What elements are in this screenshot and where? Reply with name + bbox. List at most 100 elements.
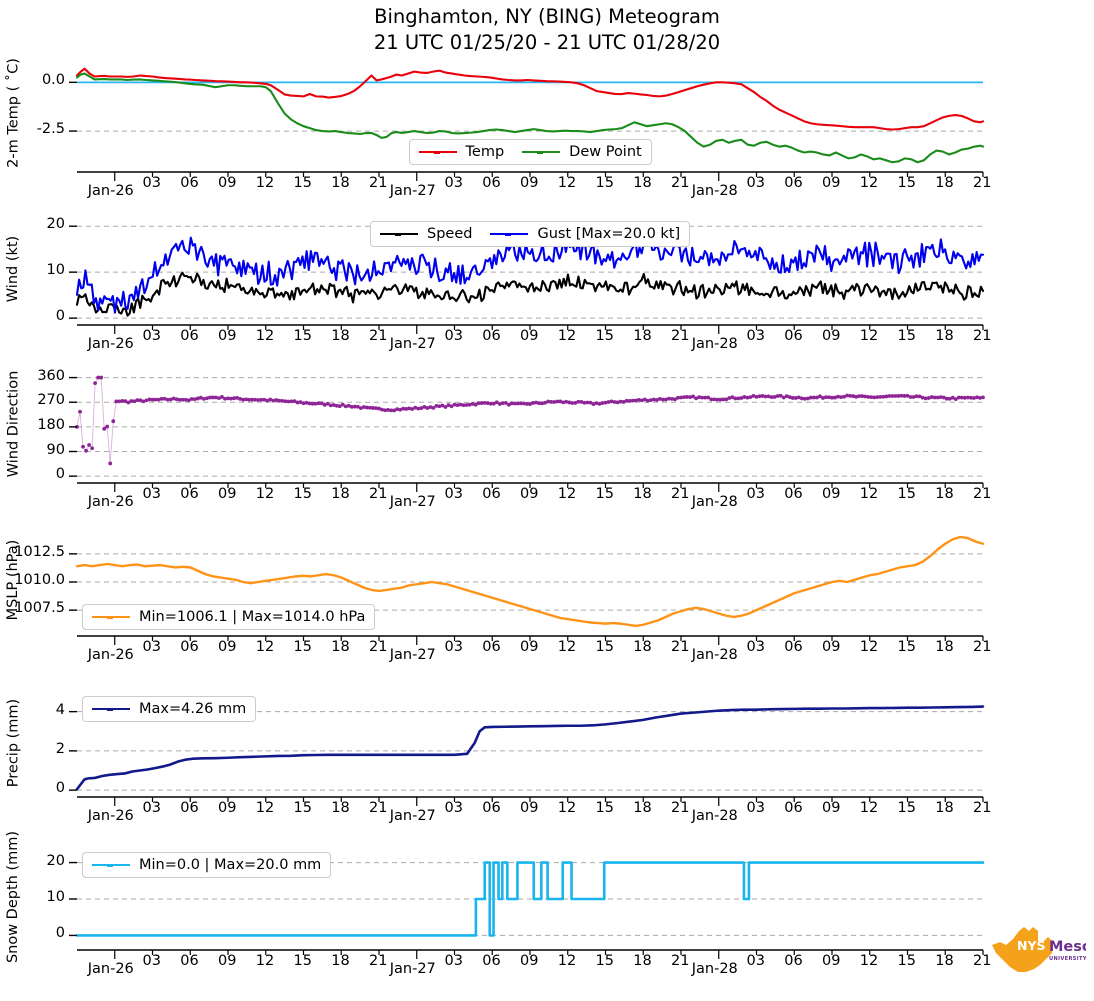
x-tick-label-hour: 03 xyxy=(746,639,765,655)
x-tick-label-hour: 18 xyxy=(633,175,652,191)
x-tick-label-hour: 18 xyxy=(935,800,954,816)
x-tick-label-hour: 15 xyxy=(897,639,916,655)
legend-label: Dew Point xyxy=(569,144,642,160)
x-tick-label-hour: 21 xyxy=(369,639,388,655)
y-tick-label: 180 xyxy=(37,416,65,433)
x-tick-label-hour: 12 xyxy=(255,800,275,816)
x-tick-label-hour: 03 xyxy=(444,175,463,191)
x-tick-label-hour: 06 xyxy=(180,800,199,816)
x-tick-label-hour: 06 xyxy=(784,486,803,502)
plot-area-winddir xyxy=(69,375,985,492)
y-tick-label: 0 xyxy=(55,308,65,325)
x-tick-label-hour: 12 xyxy=(859,175,879,191)
legend-precip[interactable]: Max=4.26 mm xyxy=(82,696,257,722)
x-tick-label-hour: 15 xyxy=(595,800,614,816)
x-tick-label-hour: 03 xyxy=(746,328,765,344)
series-speed xyxy=(75,271,985,317)
x-tick-label-hour: 03 xyxy=(142,953,161,969)
x-tick-label-day: Jan-27 xyxy=(389,647,436,663)
series-wind-direction xyxy=(75,375,985,466)
x-tick-label-hour: 21 xyxy=(671,175,690,191)
legend-item-min10061[interactable]: Min=1006.1 | Max=1014.0 hPa xyxy=(92,609,365,625)
y-tick-label: 0 xyxy=(55,780,65,797)
x-tick-label-hour: 21 xyxy=(369,175,388,191)
y-tick-label: -2.5 xyxy=(36,121,65,138)
x-tick-label-hour: 06 xyxy=(180,175,199,191)
y-tick-label: 20 xyxy=(46,216,65,233)
x-tick-label-hour: 12 xyxy=(255,639,275,655)
x-tick-label-hour: 21 xyxy=(369,800,388,816)
x-tick-label-day: Jan-28 xyxy=(691,336,738,352)
x-tick-label-hour: 12 xyxy=(557,175,577,191)
legend-item-gust[interactable]: Gust [Max=20.0 kt] xyxy=(490,226,680,242)
x-tick-label-hour: 06 xyxy=(482,639,501,655)
legend-item-speed[interactable]: Speed xyxy=(380,226,472,242)
x-tick-label-hour: 06 xyxy=(784,175,803,191)
legend-item-max426[interactable]: Max=4.26 mm xyxy=(92,701,246,717)
x-tick-label-hour: 18 xyxy=(633,328,652,344)
x-tick-label-hour: 06 xyxy=(180,953,199,969)
x-tick-label-day: Jan-28 xyxy=(691,961,738,977)
x-tick-label-hour: 09 xyxy=(822,328,841,344)
legend-swatch xyxy=(92,616,130,619)
x-tick-label-hour: 09 xyxy=(218,953,237,969)
x-tick-label-day: Jan-27 xyxy=(389,808,436,824)
x-tick-label-hour: 12 xyxy=(255,175,275,191)
x-tick-label-hour: 21 xyxy=(973,486,992,502)
legend-item-dew[interactable]: Dew Point xyxy=(522,144,642,160)
x-tick-label-hour: 09 xyxy=(822,175,841,191)
x-tick-label-hour: 21 xyxy=(369,328,388,344)
x-tick-label-hour: 21 xyxy=(369,486,388,502)
y-tick-label: 360 xyxy=(37,367,65,384)
legend-item-min00[interactable]: Min=0.0 | Max=20.0 mm xyxy=(92,857,321,873)
x-tick-label-hour: 06 xyxy=(482,486,501,502)
x-tick-label-hour: 12 xyxy=(557,639,577,655)
legend-mslp[interactable]: Min=1006.1 | Max=1014.0 hPa xyxy=(82,604,376,630)
x-tick-label-hour: 15 xyxy=(293,639,312,655)
logo-mesonet-text: Mesonet xyxy=(1049,939,1086,955)
x-tick-label-hour: 18 xyxy=(633,639,652,655)
x-tick-label-hour: 15 xyxy=(897,328,916,344)
x-tick-label-hour: 03 xyxy=(746,953,765,969)
x-tick-label-hour: 03 xyxy=(444,486,463,502)
x-tick-label-hour: 15 xyxy=(293,953,312,969)
x-tick-label-hour: 15 xyxy=(595,953,614,969)
x-tick-label-day: Jan-28 xyxy=(691,647,738,663)
y-axis-label-snow: Snow Depth (mm) xyxy=(5,830,21,964)
figure-title: Binghamton, NY (BING) Meteogram 21 UTC 0… xyxy=(0,4,1094,56)
x-tick-label-hour: 21 xyxy=(973,175,992,191)
x-tick-label-hour: 18 xyxy=(331,953,350,969)
x-tick-label-hour: 18 xyxy=(633,800,652,816)
x-tick-label-hour: 09 xyxy=(822,953,841,969)
legend-snow[interactable]: Min=0.0 | Max=20.0 mm xyxy=(82,852,332,878)
x-tick-label-hour: 09 xyxy=(520,486,539,502)
legend-label: Max=4.26 mm xyxy=(139,701,247,717)
x-tick-label-hour: 06 xyxy=(482,953,501,969)
x-tick-label-hour: 18 xyxy=(935,486,954,502)
x-tick-label-hour: 18 xyxy=(935,639,954,655)
x-tick-label-hour: 06 xyxy=(180,328,199,344)
x-tick-label-hour: 21 xyxy=(671,800,690,816)
legend-item-temp[interactable]: Temp xyxy=(418,144,505,160)
y-axis-label-winddir: Wind Direction xyxy=(5,370,21,477)
x-tick-label-hour: 03 xyxy=(746,486,765,502)
legend-temp[interactable]: Temp Dew Point xyxy=(408,139,652,165)
logo-svg: NYS Mesonet UNIVERSITY AT ALBANY xyxy=(992,927,1086,972)
y-axis-label-precip: Precip (mm) xyxy=(5,698,21,787)
y-tick-label: 10 xyxy=(46,262,65,279)
x-tick-label-hour: 15 xyxy=(897,175,916,191)
legend-label: Temp xyxy=(465,144,505,160)
x-tick-label-hour: 21 xyxy=(671,639,690,655)
x-tick-label-hour: 12 xyxy=(859,486,879,502)
x-tick-label-hour: 18 xyxy=(331,639,350,655)
x-tick-label-day: Jan-28 xyxy=(691,183,738,199)
x-tick-label-hour: 03 xyxy=(142,486,161,502)
x-tick-label-hour: 21 xyxy=(671,486,690,502)
legend-label: Min=0.0 | Max=20.0 mm xyxy=(139,857,322,873)
x-tick-label-hour: 12 xyxy=(859,328,879,344)
legend-wind[interactable]: Speed Gust [Max=20.0 kt] xyxy=(370,221,691,247)
x-tick-label-hour: 15 xyxy=(595,639,614,655)
y-axis-label-wind: Wind (kt) xyxy=(5,235,21,303)
y-tick-label: 0 xyxy=(55,925,65,942)
x-tick-label-day: Jan-26 xyxy=(87,961,134,977)
